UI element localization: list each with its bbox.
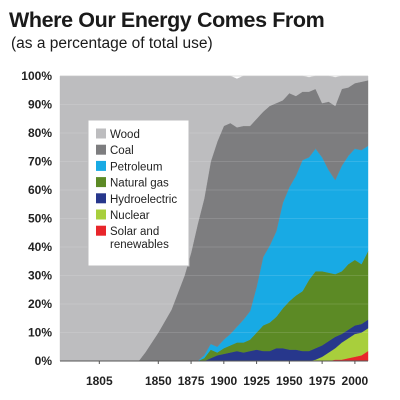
legend-swatch-hydroelectric [96,193,106,204]
legend-label-nuclear: Nuclear [110,210,150,222]
y-tick-label: 100% [21,69,52,83]
legend-swatch-wood [96,128,106,139]
y-tick-label: 20% [28,297,52,311]
legend-label-solar-and-renewables: Solar and [110,226,159,238]
legend-swatch-natural-gas [96,177,106,188]
x-tick-label: 1900 [210,374,237,388]
legend-label-wood: Wood [110,129,140,141]
y-tick-label: 30% [28,269,52,283]
chart-subtitle: (as a percentage of total use) [11,35,213,52]
y-tick-label: 40% [28,240,52,254]
chart-title: Where Our Energy Comes From [9,8,325,32]
legend-label-natural-gas: Natural gas [110,178,169,190]
legend-swatch-coal [96,144,106,155]
y-tick-label: 70% [28,155,52,169]
legend: Wood Coal Petroleum Natural gas Hydroelectri… [87,119,190,267]
legend-swatch-solar-and-renewables [96,225,106,236]
gridline-overlay [60,75,368,333]
y-tick-label: 80% [28,126,52,140]
x-tick-label: 1950 [276,374,303,388]
x-tick-label: 1925 [243,374,270,388]
x-tick-label: 2000 [342,374,369,388]
x-tick-label: 1875 [178,374,205,388]
y-tick-label: 50% [28,212,52,226]
legend-swatch-nuclear [96,209,106,220]
x-tick-label: 1975 [309,374,336,388]
legend-label-hydroelectric: Hydroelectric [110,194,177,206]
axis-layer: 0% 10% 20% 30% 40% 50% 60% 70% 80% 90% 100% 1805 185… [21,69,368,388]
y-tick-label: 90% [28,98,52,112]
legend-swatch-petroleum [96,160,106,171]
x-tick-label: 1805 [86,374,113,388]
y-tick-label: 60% [28,183,52,197]
legend-label-solar-and-renewables: renewables [110,239,169,251]
legend-box [87,119,190,267]
legend-label-coal: Coal [110,145,134,157]
x-tick-label: 1850 [145,374,172,388]
legend-label-petroleum: Petroleum [110,161,162,173]
y-tick-label: 10% [28,326,52,340]
y-tick-label: 0% [35,354,53,368]
